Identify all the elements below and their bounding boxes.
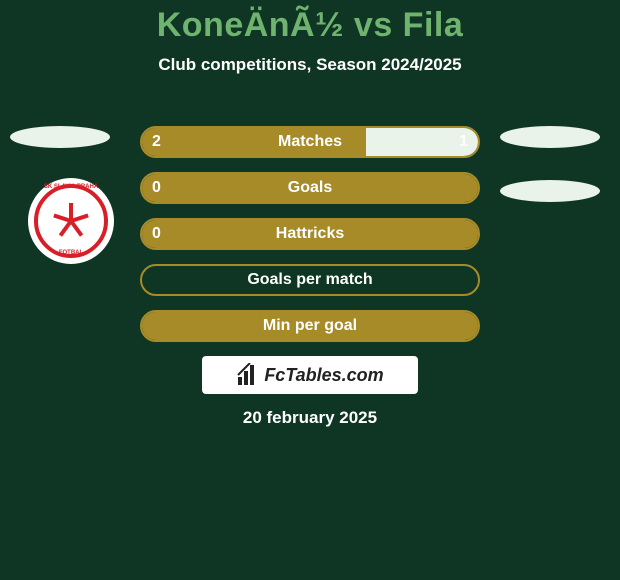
bar-left-fill [142,174,478,202]
stat-bar: 0 Goals [140,172,480,204]
page-subtitle: Club competitions, Season 2024/2025 [0,55,620,75]
stat-row: Min per goal [0,304,620,350]
club-logo-text-bottom: FOTBAL [28,250,114,256]
bar-left-fill [142,128,366,156]
footer-brand-box: FcTables.com [202,356,418,394]
page-title: KoneÄnÃ½ vs Fila [0,0,620,45]
stat-bar: Goals per match [140,264,480,296]
club-logo-text-top: SK SLAVIA PRAHA [28,184,114,190]
placeholder-oval [500,126,600,148]
stat-bar: 2 Matches 1 [140,126,480,158]
stat-row: Goals per match [0,258,620,304]
stat-bar: Min per goal [140,310,480,342]
footer-brand: FcTables.com [236,363,383,387]
club-logo-star [51,201,91,241]
footer-date: 20 february 2025 [0,408,620,428]
bar-left-fill [142,220,478,248]
bars-icon [236,363,260,387]
placeholder-oval [10,126,110,148]
footer-brand-text: FcTables.com [264,365,383,386]
stat-bar: 0 Hattricks [140,218,480,250]
bar-left-fill [142,312,478,340]
bar-right-fill [366,128,478,156]
placeholder-oval [500,180,600,202]
stat-label: Goals per match [247,271,372,289]
club-logo: SK SLAVIA PRAHA FOTBAL [28,178,114,264]
